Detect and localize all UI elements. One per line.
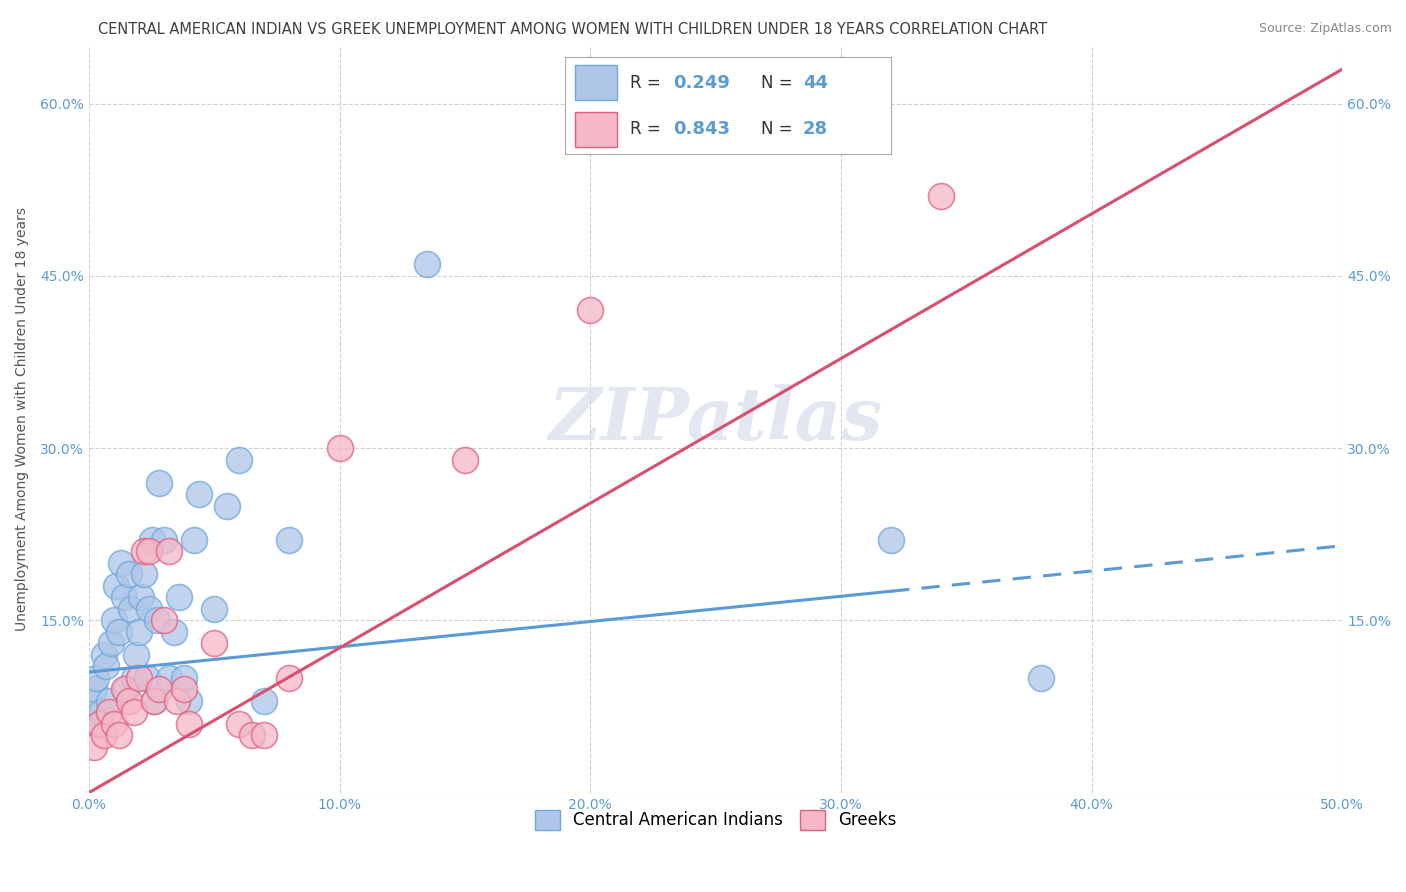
- Legend: Central American Indians, Greeks: Central American Indians, Greeks: [529, 803, 903, 837]
- Point: [132, 567, 155, 582]
- Point: [173, 682, 195, 697]
- Point: [86, 671, 108, 685]
- Point: [115, 682, 138, 697]
- Point: [121, 602, 143, 616]
- Point: [87, 716, 110, 731]
- Point: [103, 614, 125, 628]
- Point: [188, 487, 211, 501]
- Text: ZIPatlas: ZIPatlas: [548, 384, 883, 455]
- Point: [157, 671, 180, 685]
- Point: [125, 648, 148, 662]
- Point: [93, 648, 115, 662]
- Point: [163, 624, 186, 639]
- Point: [880, 533, 903, 547]
- Point: [202, 602, 225, 616]
- Point: [128, 671, 150, 685]
- Point: [929, 188, 952, 202]
- Point: [143, 694, 166, 708]
- Point: [579, 303, 602, 318]
- Point: [454, 452, 477, 467]
- Point: [202, 636, 225, 650]
- Point: [122, 706, 145, 720]
- Point: [80, 694, 103, 708]
- Point: [148, 475, 170, 490]
- Point: [153, 533, 176, 547]
- Point: [108, 728, 131, 742]
- Point: [128, 624, 150, 639]
- Point: [253, 694, 276, 708]
- Point: [110, 556, 132, 570]
- Point: [97, 694, 120, 708]
- Point: [83, 682, 105, 697]
- Y-axis label: Unemployment Among Women with Children Under 18 years: Unemployment Among Women with Children U…: [15, 208, 30, 632]
- Point: [97, 706, 120, 720]
- Point: [253, 728, 276, 742]
- Point: [141, 533, 163, 547]
- Point: [87, 716, 110, 731]
- Point: [135, 671, 157, 685]
- Point: [103, 716, 125, 731]
- Point: [228, 452, 250, 467]
- Point: [96, 659, 118, 673]
- Point: [138, 544, 160, 558]
- Point: [108, 624, 131, 639]
- Point: [90, 706, 112, 720]
- Point: [278, 671, 301, 685]
- Point: [179, 694, 201, 708]
- Point: [118, 567, 141, 582]
- Point: [83, 739, 105, 754]
- Point: [100, 636, 122, 650]
- Point: [112, 682, 135, 697]
- Text: CENTRAL AMERICAN INDIAN VS GREEK UNEMPLOYMENT AMONG WOMEN WITH CHILDREN UNDER 18: CENTRAL AMERICAN INDIAN VS GREEK UNEMPLO…: [98, 22, 1047, 37]
- Point: [328, 441, 350, 455]
- Point: [138, 602, 160, 616]
- Point: [183, 533, 205, 547]
- Point: [131, 591, 153, 605]
- Point: [122, 671, 145, 685]
- Point: [240, 728, 263, 742]
- Point: [112, 591, 135, 605]
- Point: [118, 694, 141, 708]
- Point: [153, 614, 176, 628]
- Point: [173, 671, 195, 685]
- Point: [148, 682, 170, 697]
- Point: [228, 716, 250, 731]
- Point: [278, 533, 301, 547]
- Point: [167, 591, 190, 605]
- Point: [105, 579, 128, 593]
- Point: [215, 499, 238, 513]
- Point: [416, 257, 439, 271]
- Point: [157, 544, 180, 558]
- Point: [166, 694, 188, 708]
- Point: [93, 728, 115, 742]
- Point: [143, 694, 166, 708]
- Text: Source: ZipAtlas.com: Source: ZipAtlas.com: [1258, 22, 1392, 36]
- Point: [132, 544, 155, 558]
- Point: [145, 614, 167, 628]
- Point: [1031, 671, 1053, 685]
- Point: [179, 716, 201, 731]
